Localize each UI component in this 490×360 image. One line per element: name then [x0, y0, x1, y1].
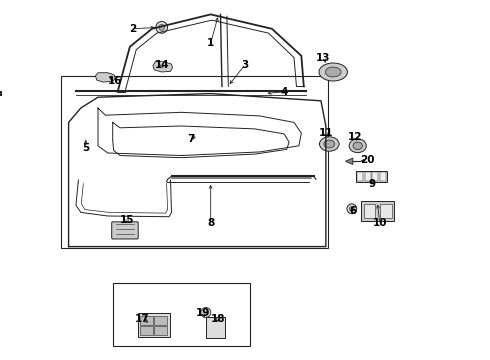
Bar — [206, 317, 225, 338]
Bar — [113, 283, 250, 346]
Ellipse shape — [324, 140, 335, 148]
Text: 19: 19 — [196, 308, 211, 318]
Bar — [357, 172, 363, 181]
Text: 4: 4 — [280, 87, 288, 97]
Text: 13: 13 — [316, 53, 331, 63]
Circle shape — [159, 24, 165, 30]
Ellipse shape — [319, 137, 339, 151]
Text: 17: 17 — [135, 314, 149, 324]
Text: 14: 14 — [154, 60, 169, 70]
Text: 7: 7 — [187, 134, 195, 144]
Text: 16: 16 — [108, 76, 122, 86]
Bar — [361, 201, 394, 220]
Ellipse shape — [353, 142, 363, 149]
Text: 20: 20 — [360, 155, 375, 165]
Circle shape — [201, 307, 211, 318]
Bar — [365, 172, 370, 181]
Polygon shape — [96, 73, 115, 82]
Bar — [154, 316, 167, 325]
Polygon shape — [153, 61, 172, 72]
Ellipse shape — [325, 67, 341, 77]
Text: 12: 12 — [348, 132, 363, 142]
Bar — [372, 172, 378, 181]
Bar — [364, 204, 375, 217]
Bar — [356, 171, 387, 182]
Bar — [380, 172, 386, 181]
Bar — [141, 316, 153, 325]
Text: 9: 9 — [369, 179, 376, 189]
Bar — [380, 204, 392, 217]
Bar — [139, 313, 171, 337]
Text: 5: 5 — [82, 143, 89, 153]
Circle shape — [347, 204, 357, 214]
Text: 18: 18 — [211, 314, 225, 324]
Ellipse shape — [319, 63, 347, 81]
Text: 3: 3 — [242, 60, 248, 70]
Text: 15: 15 — [120, 215, 135, 225]
Circle shape — [156, 22, 168, 33]
Text: 6: 6 — [349, 206, 356, 216]
Bar — [61, 76, 328, 248]
Bar — [141, 326, 153, 335]
Text: 1: 1 — [207, 38, 214, 48]
FancyBboxPatch shape — [112, 222, 138, 239]
Text: 10: 10 — [372, 218, 387, 228]
Circle shape — [349, 206, 354, 211]
Text: 2: 2 — [129, 24, 136, 34]
Text: 8: 8 — [207, 218, 214, 228]
Ellipse shape — [349, 139, 367, 153]
Text: 11: 11 — [318, 128, 333, 138]
Bar — [154, 326, 167, 335]
Polygon shape — [345, 158, 353, 165]
